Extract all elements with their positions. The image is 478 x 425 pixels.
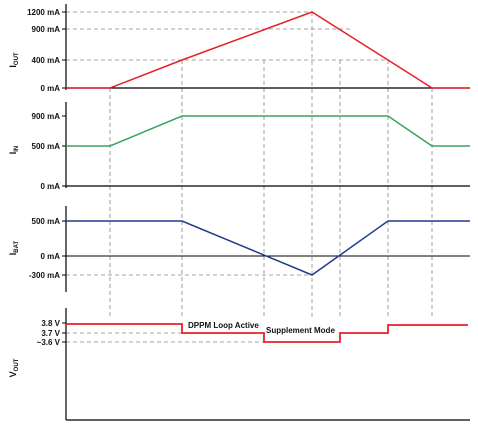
dppm-annotation: DPPM Loop Active [188, 321, 259, 330]
iout-trace [66, 11, 470, 89]
iout-gridlines [66, 11, 388, 61]
iin-tick-900: 900 mA [32, 112, 61, 121]
vout-tick-3-7: 3.7 V [41, 329, 60, 338]
iout-tick-1200: 1200 mA [27, 8, 60, 17]
iin-axis-title: IIN [8, 146, 20, 155]
vout-trace [66, 323, 468, 343]
vout-axis-title: VOUT [8, 358, 20, 377]
vout-panel: VOUT 3.8 V 3.7 V ~3.6 V DPPM Loop Active… [8, 308, 470, 421]
ibat-axis-title: IBAT [8, 240, 20, 255]
ibat-tick-0: 0 mA [40, 252, 60, 261]
iin-tick-0: 0 mA [40, 182, 60, 191]
iout-panel: IOUT 1200 mA 900 mA 400 mA 0 mA [8, 4, 470, 93]
event-guides [109, 12, 433, 318]
ibat-panel: IBAT 500 mA 0 mA -300 mA [8, 206, 470, 292]
iout-tick-900: 900 mA [32, 25, 61, 34]
ibat-tick-500: 500 mA [32, 217, 61, 226]
iout-tick-0: 0 mA [40, 84, 60, 93]
vout-tick-3-8: 3.8 V [41, 319, 60, 328]
iin-trace [66, 115, 470, 147]
supplement-annotation: Supplement Mode [266, 326, 335, 335]
vout-tick-3-6: ~3.6 V [37, 338, 61, 347]
iin-tick-500: 500 mA [32, 142, 61, 151]
iout-axis-title: IOUT [8, 52, 20, 68]
ibat-tick-neg300: -300 mA [29, 271, 60, 280]
vout-gridlines [66, 332, 264, 343]
iout-tick-400: 400 mA [32, 56, 61, 65]
iin-panel: IIN 900 mA 500 mA 0 mA [8, 102, 470, 191]
ibat-trace [66, 220, 470, 276]
